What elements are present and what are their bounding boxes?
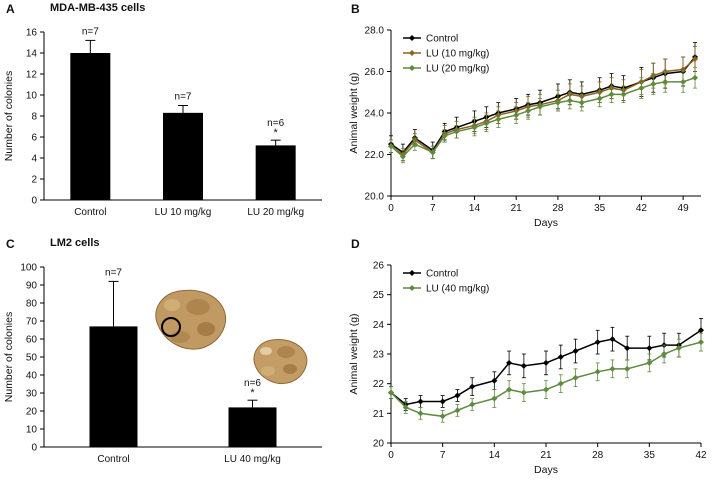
panel-a: A MDA-MB-435 cells 0 2 4 6 8 10 12 14 16 n=7 Contr… [0, 0, 345, 235]
svg-text:LU 40 mg/kg: LU 40 mg/kg [224, 454, 281, 465]
svg-text:90: 90 [26, 281, 38, 292]
svg-text:8: 8 [31, 112, 37, 123]
svg-text:24: 24 [373, 320, 385, 331]
svg-text:Control: Control [426, 269, 458, 280]
svg-text:26.0: 26.0 [365, 67, 385, 78]
panel-b-letter: B [351, 2, 360, 16]
svg-text:42: 42 [636, 203, 648, 214]
svg-text:LU 20 mg/kg: LU 20 mg/kg [247, 207, 304, 218]
svg-text:n=7: n=7 [105, 267, 122, 278]
panel-d: D 20 21 22 23 24 25 26 0 7 14 21 28 35 42 Control LU (4… [345, 235, 720, 482]
svg-text:2: 2 [31, 175, 37, 186]
svg-text:Animal weight (g): Animal weight (g) [348, 72, 360, 153]
svg-text:26: 26 [373, 261, 385, 272]
panel-c: C LM2 cells 0 10 20 30 40 50 60 70 80 90 100 n=7 Con… [0, 235, 345, 482]
svg-text:Control: Control [97, 454, 129, 465]
svg-text:Number of colonies: Number of colonies [3, 312, 15, 402]
lung-photo-small [253, 339, 308, 384]
svg-text:7: 7 [440, 450, 446, 461]
panel-a-letter: A [6, 2, 15, 16]
panel-b: B 20.0 22.0 24.0 26.0 28.0 0 7 14 21 28 35 42 49 Cont… [345, 0, 720, 235]
svg-text:28: 28 [592, 450, 604, 461]
svg-text:Days: Days [534, 217, 558, 229]
svg-text:20: 20 [373, 439, 385, 450]
svg-text:n=6: n=6 [244, 378, 261, 389]
svg-text:49: 49 [678, 203, 690, 214]
svg-text:7: 7 [430, 203, 436, 214]
svg-text:21: 21 [373, 409, 385, 420]
svg-text:24.0: 24.0 [365, 109, 385, 120]
lung-photo-large [155, 289, 227, 350]
svg-text:LU 10 mg/kg: LU 10 mg/kg [155, 207, 212, 218]
svg-text:22: 22 [373, 379, 385, 390]
svg-text:21: 21 [511, 203, 523, 214]
svg-text:n=7: n=7 [82, 26, 99, 37]
svg-text:10: 10 [26, 91, 38, 102]
svg-text:0: 0 [388, 203, 394, 214]
animal-weight-line-chart-b: 20.0 22.0 24.0 26.0 28.0 0 7 14 21 28 35 42 49 Contro… [348, 26, 701, 229]
svg-text:Control: Control [74, 207, 106, 218]
svg-text:Days: Days [534, 464, 558, 476]
svg-text:25: 25 [373, 290, 385, 301]
panel-c-letter: C [6, 237, 15, 251]
svg-text:LU (10 mg/kg): LU (10 mg/kg) [426, 49, 489, 60]
svg-text:*: * [250, 387, 255, 399]
svg-text:16: 16 [26, 28, 38, 39]
svg-text:50: 50 [26, 353, 38, 364]
panel-a-title: MDA-MB-435 cells [50, 2, 146, 14]
svg-text:23: 23 [373, 350, 385, 361]
metastasis-circle-annotation [161, 317, 181, 337]
svg-text:42: 42 [695, 450, 707, 461]
svg-text:Number of colonies: Number of colonies [3, 71, 15, 161]
svg-text:22.0: 22.0 [365, 150, 385, 161]
svg-text:70: 70 [26, 317, 38, 328]
svg-text:21: 21 [540, 450, 552, 461]
svg-text:*: * [274, 127, 279, 139]
svg-text:14: 14 [489, 450, 501, 461]
svg-text:0: 0 [31, 443, 37, 454]
svg-text:14: 14 [469, 203, 481, 214]
colony-bar-chart-mda: 0 2 4 6 8 10 12 14 16 n=7 Control n=7 LU 10 mg/kg *n=… [3, 26, 322, 218]
svg-text:28: 28 [552, 203, 564, 214]
svg-text:4: 4 [31, 154, 37, 165]
svg-text:35: 35 [644, 450, 656, 461]
svg-text:40: 40 [26, 371, 38, 382]
svg-text:6: 6 [31, 133, 37, 144]
svg-text:20: 20 [26, 407, 38, 418]
svg-text:35: 35 [594, 203, 606, 214]
svg-text:LU (40 mg/kg): LU (40 mg/kg) [426, 284, 489, 295]
svg-text:0: 0 [31, 196, 37, 207]
svg-text:10: 10 [26, 425, 38, 436]
svg-text:n=6: n=6 [267, 118, 284, 129]
svg-text:12: 12 [26, 70, 38, 81]
svg-text:60: 60 [26, 335, 38, 346]
svg-text:28.0: 28.0 [365, 26, 385, 37]
colony-bar-chart-lm2: 0 10 20 30 40 50 60 70 80 90 100 n=7 Control *n=6 LU 4… [3, 263, 322, 465]
panel-d-letter: D [351, 237, 360, 251]
animal-weight-line-chart-d: 20 21 22 23 24 25 26 0 7 14 21 28 35 42 Control LU (40 … [348, 261, 707, 477]
svg-text:30: 30 [26, 389, 38, 400]
svg-text:0: 0 [388, 450, 394, 461]
svg-text:14: 14 [26, 49, 38, 60]
svg-text:LU (20 mg/kg): LU (20 mg/kg) [426, 64, 489, 75]
svg-text:n=7: n=7 [175, 92, 192, 103]
svg-text:100: 100 [20, 263, 37, 274]
panel-c-title: LM2 cells [50, 237, 100, 249]
svg-text:Control: Control [426, 34, 458, 45]
svg-text:80: 80 [26, 299, 38, 310]
svg-text:Animal weight (g): Animal weight (g) [348, 313, 360, 394]
svg-text:20.0: 20.0 [365, 192, 385, 203]
